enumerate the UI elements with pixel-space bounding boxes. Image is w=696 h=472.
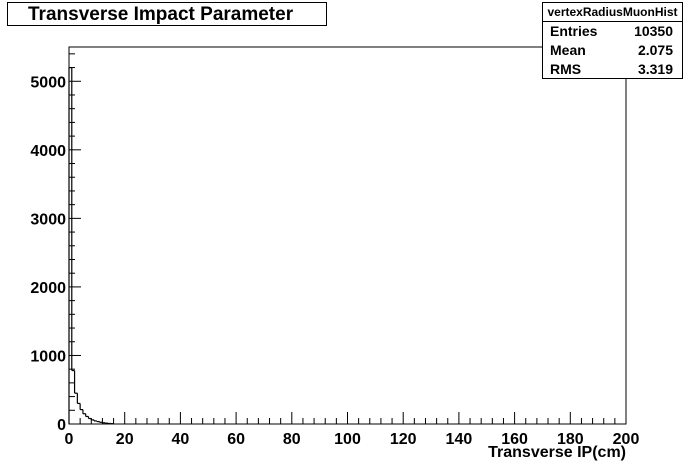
y-tick-label: 0: [57, 417, 66, 434]
x-tick-label: 120: [390, 431, 417, 448]
stats-mean-value: 2.075: [637, 42, 673, 58]
x-axis-label: Transverse IP(cm): [488, 444, 626, 461]
stats-rms-value: 3.319: [637, 61, 673, 77]
x-tick-label: 60: [227, 431, 245, 448]
plot-frame: [68, 46, 627, 425]
x-tick-label: 160: [501, 431, 528, 448]
stats-rms-label: RMS: [550, 61, 582, 77]
x-tick-label: 20: [116, 431, 134, 448]
stats-hist-name: vertexRadiusMuonHist: [543, 3, 682, 22]
y-tick-label: 3000: [30, 211, 66, 228]
stats-row-rms: RMS 3.319: [543, 60, 682, 79]
stats-row-mean: Mean 2.075: [543, 41, 682, 60]
stats-box: vertexRadiusMuonHist Entries 10350 Mean …: [542, 2, 683, 79]
stats-row-entries: Entries 10350: [543, 22, 682, 41]
x-tick-label: 80: [283, 431, 301, 448]
y-tick-label: 4000: [30, 143, 66, 160]
x-tick-label: 140: [446, 431, 473, 448]
y-axis: 0 1000 2000 3000 4000 5000: [30, 53, 81, 434]
stats-mean-label: Mean: [550, 42, 586, 58]
y-tick-label: 2000: [30, 280, 66, 297]
y-tick-label: 5000: [30, 74, 66, 91]
x-tick-label: 40: [172, 431, 190, 448]
y-tick-label: 1000: [30, 348, 66, 365]
x-tick-label: 180: [557, 431, 584, 448]
x-tick-label: 100: [334, 431, 361, 448]
x-tick-label: 0: [65, 431, 74, 448]
title-box: Transverse Impact Parameter: [7, 2, 327, 26]
x-axis: 0 20 40 60 80 100 120 140 160 180 200: [65, 412, 640, 448]
histogram-bars: [68, 66, 115, 425]
stats-entries-value: 10350: [634, 23, 673, 39]
chart-title: Transverse Impact Parameter: [28, 4, 294, 25]
stats-entries-label: Entries: [550, 23, 598, 39]
x-tick-label: 200: [613, 431, 640, 448]
